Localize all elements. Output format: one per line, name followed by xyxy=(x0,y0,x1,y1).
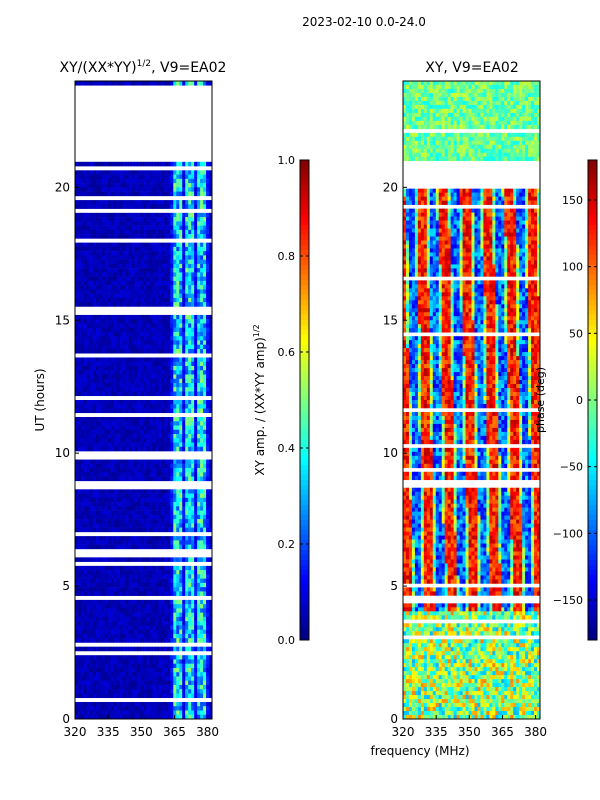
phase-colorbar-tick-label: −150 xyxy=(553,594,583,607)
phase-ytick-label: 5 xyxy=(390,579,398,593)
amp-ytick-label: 20 xyxy=(55,180,70,194)
amp-colorbar-tick-label: 0.6 xyxy=(278,346,296,359)
amp-colorbar-tick-label: 0.8 xyxy=(278,250,296,263)
amp-xtick-label: 335 xyxy=(97,725,120,739)
phase-xtick-label: 320 xyxy=(392,725,415,739)
phase-xtick-label: 350 xyxy=(458,725,481,739)
amp-colorbar-frame xyxy=(299,159,310,641)
phase-axes-frame xyxy=(402,80,541,720)
amp-ytick-label: 15 xyxy=(55,313,70,327)
amp-colorbar: 0.0 0.2 0.4 0.6 0.8 1.0 xyxy=(278,154,309,647)
phase-y-axis: 0 5 10 15 20 xyxy=(383,180,407,726)
amp-y-label: UT (hours) xyxy=(33,368,47,431)
amp-panel-title: XY/(XX*YY)1/2, V9=EA02 xyxy=(60,59,227,76)
amp-ytick-label: 10 xyxy=(55,446,70,460)
amp-xtick-label: 320 xyxy=(64,725,87,739)
phase-colorbar-tick-label: −50 xyxy=(560,461,583,474)
phase-ytick-label: 0 xyxy=(390,712,398,726)
amp-axes-frame xyxy=(74,80,213,720)
amp-xtick-label: 350 xyxy=(130,725,153,739)
phase-panel-title: XY, V9=EA02 xyxy=(425,60,519,76)
phase-colorbar-tick-label: 150 xyxy=(562,194,583,207)
amp-colorbar-tick-label: 0.2 xyxy=(278,538,296,551)
phase-colorbar: −150 −100 −50 0 50 100 150 xyxy=(553,160,597,641)
phase-colorbar-tick-label: 0 xyxy=(576,394,583,407)
phase-ytick-label: 10 xyxy=(383,446,398,460)
amp-colorbar-tick-label: 1.0 xyxy=(278,154,296,167)
phase-x-axis: 320 335 350 365 380 xyxy=(392,715,547,739)
amp-colorbar-tick-label: 0.0 xyxy=(278,634,296,647)
phase-xtick-label: 365 xyxy=(491,725,514,739)
phase-xtick-label: 380 xyxy=(524,725,547,739)
x-axis-label: frequency (MHz) xyxy=(370,744,469,758)
phase-xtick-label: 335 xyxy=(425,725,448,739)
amp-colorbar-label: XY amp. / (XX*YY amp)1/2 xyxy=(252,324,267,475)
phase-heatmap xyxy=(403,81,541,720)
amp-xtick-label: 365 xyxy=(163,725,186,739)
phase-colorbar-frame xyxy=(587,159,598,641)
phase-colorbar-label: phase (deg) xyxy=(534,367,547,433)
phase-colorbar-tick-label: 100 xyxy=(562,261,583,274)
amp-colorbar-tick-label: 0.4 xyxy=(278,442,296,455)
amp-ytick-label: 0 xyxy=(62,712,70,726)
phase-colorbar-tick-label: −100 xyxy=(553,527,583,540)
phase-ytick-label: 20 xyxy=(383,180,398,194)
figure-suptitle: 2023-02-10 0.0-24.0 xyxy=(302,15,426,29)
amp-xtick-label: 380 xyxy=(196,725,219,739)
amp-heatmap xyxy=(75,81,213,720)
amp-y-axis: 0 5 10 15 20 xyxy=(55,180,79,726)
phase-colorbar-tick-label: 50 xyxy=(569,327,583,340)
amp-ytick-label: 5 xyxy=(62,579,70,593)
phase-ytick-label: 15 xyxy=(383,313,398,327)
amp-x-axis: 320 335 350 365 380 xyxy=(64,715,219,739)
